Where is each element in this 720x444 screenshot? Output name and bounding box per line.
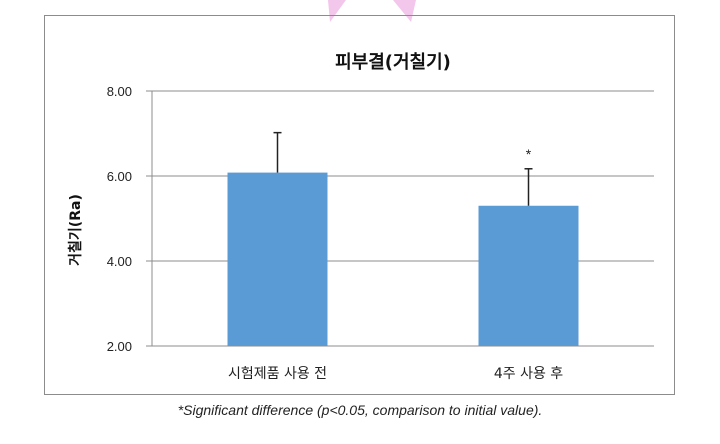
- y-tick-label: 2.00: [107, 339, 132, 354]
- bar: [227, 172, 328, 346]
- significance-marker: *: [526, 146, 532, 162]
- bar: [478, 205, 579, 346]
- y-tick-label: 8.00: [107, 84, 132, 99]
- category-labels: 시험제품 사용 전 4주 사용 후: [228, 366, 563, 382]
- chart-title: 피부결(거칠기): [335, 52, 451, 73]
- bars: [227, 172, 579, 346]
- y-tick-labels: 2.00 4.00 6.00 8.00: [107, 84, 132, 354]
- y-tick-label: 4.00: [107, 254, 132, 269]
- category-label: 4주 사용 후: [494, 366, 563, 382]
- category-label: 시험제품 사용 전: [228, 366, 327, 382]
- error-bars: *: [273, 131, 533, 206]
- chart-frame: [44, 15, 675, 395]
- y-tick-label: 6.00: [107, 169, 132, 184]
- significance-footnote: *Significant difference (p<0.05, compari…: [177, 402, 543, 418]
- y-axis-label: 거칠기(Ra): [67, 194, 84, 266]
